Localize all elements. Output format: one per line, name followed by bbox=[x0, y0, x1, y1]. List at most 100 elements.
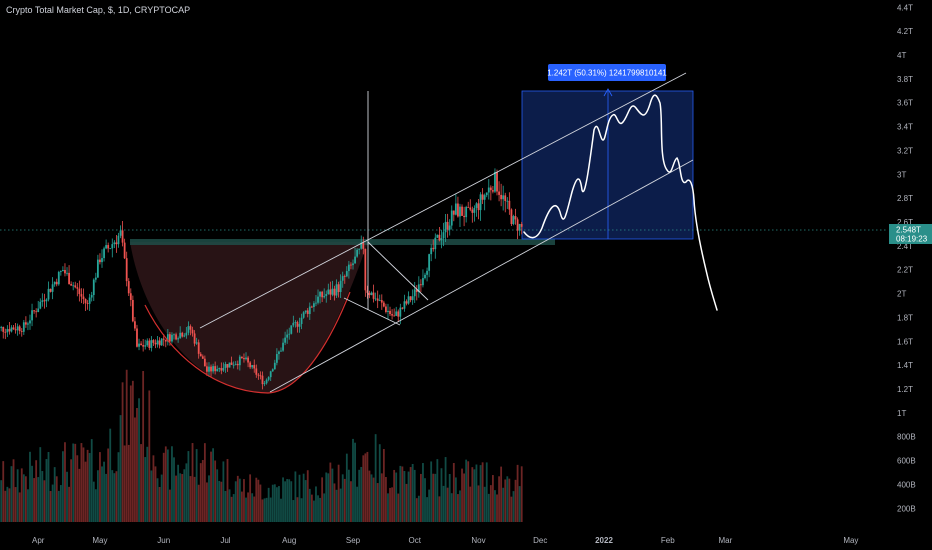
candle bbox=[405, 299, 408, 306]
candle-body bbox=[345, 271, 348, 277]
candle-body bbox=[166, 334, 169, 342]
candle bbox=[131, 295, 134, 323]
candle bbox=[310, 305, 313, 308]
candle bbox=[245, 352, 247, 361]
time-axis[interactable]: Apr May Jun Jul Aug Sep Oct Nov Dec 2022 Feb Mar May bbox=[32, 536, 858, 545]
candle-body bbox=[6, 329, 9, 333]
candle bbox=[444, 214, 447, 243]
candle-body bbox=[0, 326, 3, 328]
candle-body bbox=[152, 340, 155, 343]
candle-body bbox=[520, 223, 523, 227]
volume-bar bbox=[103, 461, 105, 522]
candle bbox=[419, 279, 422, 293]
candle bbox=[134, 317, 136, 331]
candle bbox=[376, 290, 379, 309]
candle bbox=[10, 325, 13, 333]
cup-pattern-fill bbox=[130, 242, 368, 394]
price-axis-label: 2.4T bbox=[897, 242, 913, 251]
volume-bar bbox=[508, 478, 511, 522]
volume-bar bbox=[94, 489, 97, 522]
candle bbox=[166, 329, 169, 346]
candle bbox=[0, 325, 3, 332]
volume-bar bbox=[173, 457, 175, 522]
candle bbox=[403, 294, 406, 312]
price-axis[interactable]: 4.4T 4.2T 4T 3.8T 3.6T 3.4T 3.2T 3T 2.8T 2.6T 2.4T… bbox=[897, 3, 916, 513]
candle bbox=[193, 330, 196, 347]
volume-bar bbox=[489, 485, 492, 522]
candle bbox=[154, 339, 157, 349]
volume-bar bbox=[337, 464, 340, 522]
volume-bar bbox=[415, 498, 418, 522]
volume-bar bbox=[259, 484, 262, 522]
volume-bar bbox=[22, 474, 25, 522]
volume-bar bbox=[189, 476, 192, 522]
candle bbox=[473, 205, 476, 222]
candle-body bbox=[47, 288, 50, 300]
candle-body bbox=[409, 296, 412, 301]
time-axis-label: Dec bbox=[533, 536, 547, 545]
candle-body bbox=[195, 342, 198, 344]
candle bbox=[415, 285, 418, 301]
candle-body bbox=[463, 215, 465, 218]
candle bbox=[428, 253, 431, 278]
candle bbox=[175, 332, 177, 341]
candle-body bbox=[504, 195, 507, 201]
candle-body bbox=[259, 375, 262, 377]
candle bbox=[238, 354, 241, 371]
volume-bar bbox=[454, 477, 457, 522]
volume-bar bbox=[343, 478, 346, 522]
candle-body bbox=[498, 191, 500, 195]
volume-bar bbox=[329, 462, 332, 522]
volume-bar bbox=[84, 461, 87, 522]
candle-body bbox=[16, 326, 19, 331]
candle-body bbox=[487, 187, 490, 193]
volume-bar bbox=[494, 490, 496, 522]
volume-bar bbox=[24, 476, 27, 522]
candle-body bbox=[257, 374, 260, 376]
candle bbox=[485, 192, 488, 198]
candle-body bbox=[103, 248, 105, 259]
volume-bar bbox=[243, 479, 245, 522]
candle-body bbox=[331, 288, 334, 295]
volume-bar bbox=[413, 469, 416, 522]
candle-body bbox=[72, 285, 75, 287]
volume-bar bbox=[335, 489, 338, 522]
candle bbox=[99, 253, 101, 265]
candle-body bbox=[160, 338, 163, 346]
candle-body bbox=[193, 333, 196, 344]
candle-body bbox=[442, 232, 445, 239]
volume-bar bbox=[263, 498, 266, 522]
candle-body bbox=[247, 357, 249, 363]
candle bbox=[86, 300, 89, 310]
candle-body bbox=[144, 345, 147, 347]
volume-bar bbox=[208, 475, 210, 522]
candle-body bbox=[177, 338, 180, 340]
candle bbox=[119, 225, 122, 239]
candle-body bbox=[236, 363, 239, 366]
candle bbox=[358, 248, 361, 255]
candle bbox=[333, 285, 336, 301]
candle bbox=[94, 272, 97, 283]
volume-bar bbox=[210, 451, 212, 522]
candle bbox=[393, 308, 396, 317]
candle-body bbox=[14, 329, 17, 331]
candle-body bbox=[417, 284, 420, 292]
candle-body bbox=[399, 307, 402, 317]
candle-body bbox=[109, 248, 112, 250]
candle-body bbox=[226, 364, 229, 368]
volume-bar bbox=[448, 473, 451, 522]
candle-body bbox=[78, 288, 81, 295]
candle-body bbox=[269, 371, 272, 378]
candle-body bbox=[51, 284, 54, 292]
candle bbox=[212, 363, 214, 374]
candle bbox=[64, 263, 66, 277]
candle-body bbox=[43, 300, 46, 302]
candle bbox=[203, 355, 206, 367]
candle bbox=[197, 339, 200, 359]
candle-body bbox=[341, 276, 344, 281]
volume-bar bbox=[350, 481, 352, 522]
time-axis-label: Jun bbox=[157, 536, 170, 545]
candle-body bbox=[426, 270, 428, 275]
volume-bar bbox=[327, 473, 330, 522]
